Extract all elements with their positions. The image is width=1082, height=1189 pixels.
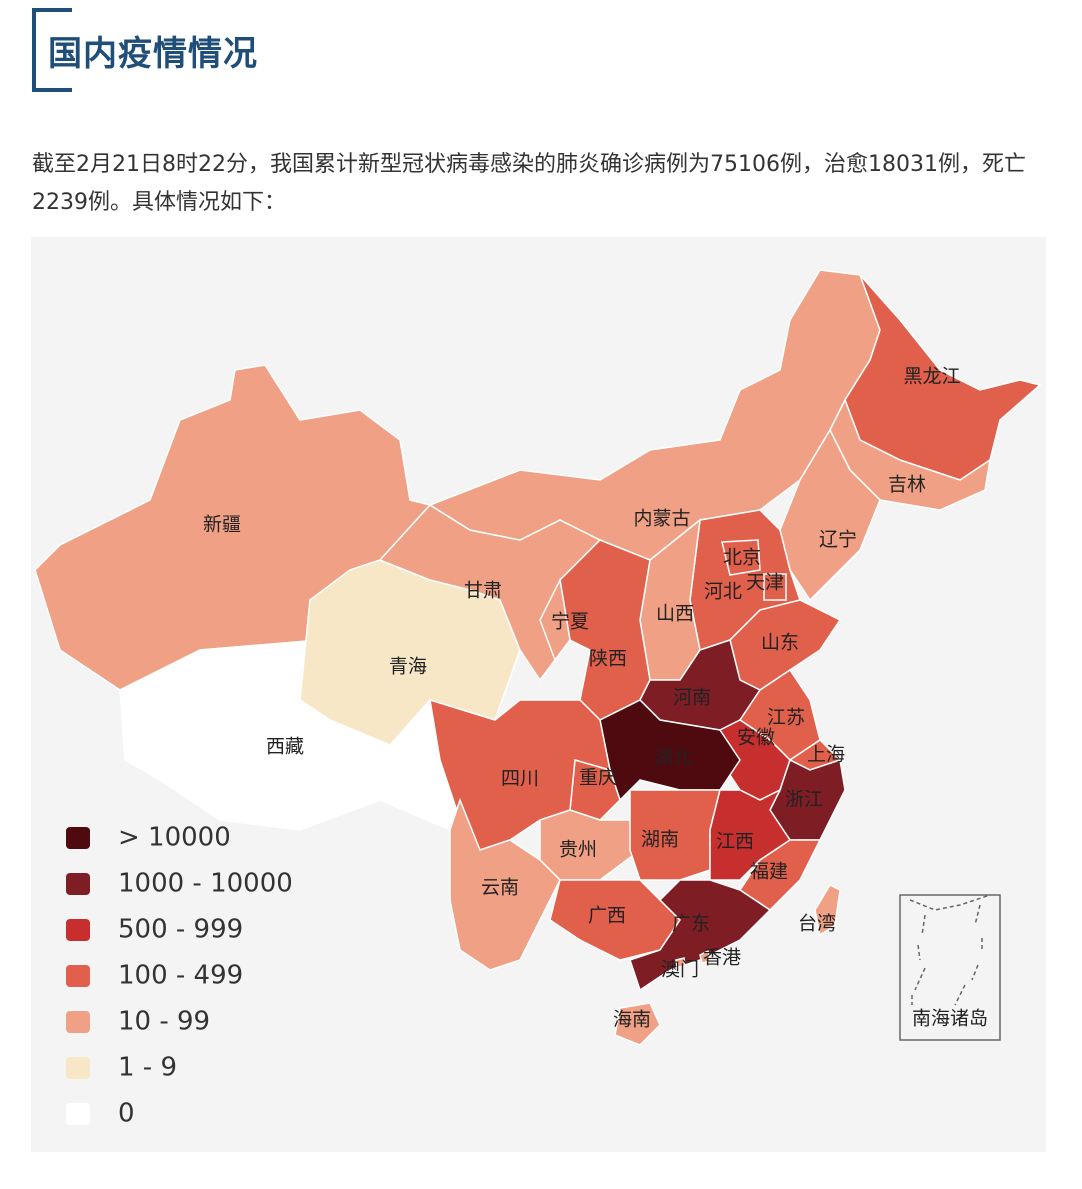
- region-label: 河北: [704, 581, 742, 603]
- legend-label: 1 - 9: [118, 1053, 177, 1083]
- region-label: 湖北: [654, 747, 692, 769]
- inset-islands: [909, 894, 991, 1006]
- region-label: 江苏: [767, 707, 805, 729]
- region-label: 辽宁: [819, 529, 857, 551]
- province-shape: [614, 1002, 661, 1046]
- region-label: 上海: [807, 744, 845, 766]
- region-label: 贵州: [559, 839, 597, 861]
- region-label: 黑龙江: [903, 366, 960, 388]
- province-shape: [814, 884, 841, 937]
- province-shape: [629, 879, 772, 992]
- region-label: 重庆: [579, 767, 617, 789]
- region-label: 福建: [750, 861, 788, 883]
- legend: > 10000 1000 - 10000 500 - 999 100 - 499 10 …: [66, 823, 293, 1129]
- region-label: 广东: [672, 913, 710, 935]
- region-label: 台湾: [798, 913, 836, 935]
- province-shape: [763, 573, 787, 601]
- legend-label: 0: [118, 1099, 135, 1129]
- summary-text: 截至2月21日8时22分，我国累计新型冠状病毒感染的肺炎确诊病例为75106例，…: [32, 152, 1026, 215]
- region-label: 海南: [613, 1009, 651, 1031]
- region-label: 青海: [389, 656, 427, 678]
- province-shape: [449, 797, 561, 971]
- region-label: 新疆: [203, 514, 241, 536]
- legend-swatch: [66, 1011, 90, 1033]
- region-label: 四川: [501, 768, 539, 790]
- region-label: 香港: [703, 947, 741, 969]
- legend-label: 1000 - 10000: [118, 869, 293, 899]
- provinces: [34, 269, 1042, 1046]
- region-label: 宁夏: [551, 611, 589, 633]
- region-label: 吉林: [888, 474, 926, 496]
- legend-swatch: [66, 1057, 90, 1079]
- region-label: 甘肃: [464, 580, 502, 602]
- region-label: 安徽: [737, 727, 775, 749]
- region-label: 云南: [481, 877, 519, 899]
- legend-swatch: [66, 1103, 90, 1125]
- province-shape: [721, 539, 761, 576]
- inset-frame: [899, 894, 1001, 1041]
- region-label: 西藏: [266, 736, 304, 758]
- region-label: 山东: [761, 632, 799, 654]
- province-shape: [539, 577, 571, 662]
- legend-label: 10 - 99: [118, 1007, 210, 1037]
- legend-label: 100 - 499: [118, 961, 243, 991]
- legend-label: > 10000: [118, 823, 231, 853]
- legend-swatch: [66, 827, 90, 849]
- region-label: 广西: [588, 905, 626, 927]
- region-label: 河南: [673, 687, 711, 709]
- legend-label: 500 - 999: [118, 915, 243, 945]
- province-shape: [699, 949, 711, 964]
- province-shape: [675, 957, 686, 968]
- inset-label: 南海诸岛: [912, 1008, 988, 1030]
- inset-box: [899, 894, 1001, 1041]
- region-label: 澳门: [661, 959, 699, 981]
- title-bracket: [32, 8, 72, 92]
- region-label: 湖南: [641, 829, 679, 851]
- region-label: 天津: [746, 572, 784, 594]
- legend-swatch: [66, 965, 90, 987]
- page-title: 国内疫情情况: [48, 34, 258, 74]
- legend-swatch: [66, 919, 90, 941]
- region-label: 江西: [716, 831, 754, 853]
- region-label: 陕西: [589, 648, 627, 670]
- region-label: 内蒙古: [633, 508, 690, 530]
- region-label: 山西: [656, 603, 694, 625]
- region-label: 北京: [723, 547, 761, 569]
- region-label: 浙江: [785, 789, 823, 811]
- legend-swatch: [66, 873, 90, 895]
